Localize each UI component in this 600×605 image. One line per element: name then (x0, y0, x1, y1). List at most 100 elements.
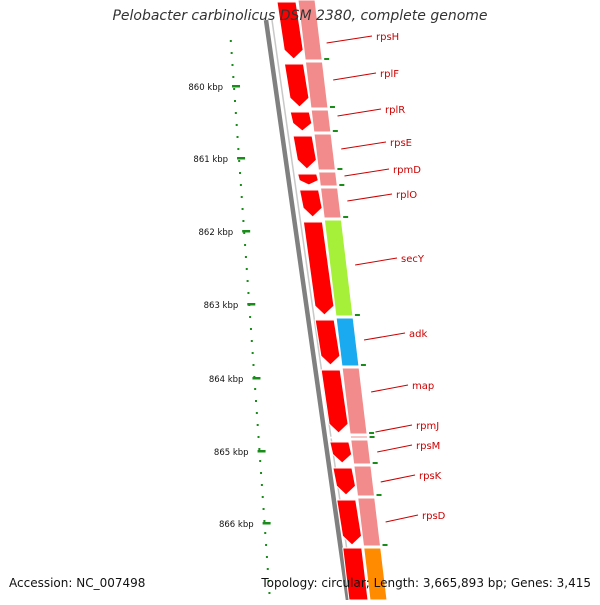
topology-text: Topology: circular; Length: 3,665,893 bp… (261, 576, 591, 590)
scale-minor-tick (250, 340, 253, 342)
gene-label: map (412, 381, 434, 392)
gene-boundary-tick (343, 216, 349, 218)
scale-minor-tick (251, 352, 254, 354)
gene-boundary-tick (339, 184, 345, 186)
scale-minor-tick (233, 88, 236, 90)
scale-minor-tick (258, 448, 261, 450)
gene-arrow (292, 135, 317, 170)
gene-label: rpsK (419, 471, 442, 482)
scale-major-tick (262, 522, 271, 525)
genome-title: Pelobacter carbinolicus DSM 2380, comple… (112, 8, 488, 24)
gene-boundary-tick (372, 462, 378, 464)
scale-minor-tick (236, 136, 239, 138)
scale-major-tick (257, 450, 266, 453)
gene-arrow (320, 369, 349, 434)
gene-arrow (298, 189, 323, 218)
gene-label: rpsH (376, 32, 399, 43)
scale-minor-tick (235, 124, 238, 126)
scale-minor-tick (256, 424, 259, 426)
scale-minor-tick (237, 148, 240, 150)
scale-minor-tick (245, 268, 248, 270)
gene-boundary-tick (354, 314, 360, 316)
scale-minor-tick (267, 580, 270, 582)
gene-boundary-tick (369, 436, 375, 438)
scale-minor-tick (255, 412, 258, 414)
gene-label: rplO (396, 190, 417, 201)
gene-label-connector (380, 474, 416, 483)
scale-minor-tick (239, 172, 242, 174)
gene-cds-block (350, 439, 372, 465)
gene-label-connector (347, 193, 393, 202)
scale-minor-tick (247, 292, 250, 294)
gene-label-connector (344, 168, 390, 177)
gene-boundary-tick (382, 544, 388, 546)
gene-arrow (296, 173, 319, 186)
gene-boundary-tick (360, 364, 366, 366)
scale-minor-tick (261, 496, 264, 498)
gene-label-connector (341, 141, 387, 150)
scale-minor-tick (249, 328, 252, 330)
tick-label: 861 kbp (193, 155, 228, 165)
gene-arrow (328, 436, 350, 439)
gene-arrow (336, 499, 363, 546)
tick-label: 863 kbp (204, 301, 239, 311)
scale-minor-tick (252, 364, 255, 366)
gene-label: rplF (380, 69, 399, 80)
accession-text: Accession: NC_007498 (9, 576, 146, 590)
gene-cds-block (319, 187, 342, 219)
gene-label-connector (333, 72, 377, 81)
gene-boundary-tick (324, 58, 330, 60)
scale-minor-tick (264, 532, 267, 534)
gene-cds-block (297, 0, 323, 61)
scale-minor-tick (234, 100, 236, 102)
gene-label: secY (401, 254, 425, 265)
gene-label-connector (326, 35, 373, 44)
gene-boundary-tick (329, 106, 335, 108)
gene-label-connector (377, 444, 413, 453)
scale-minor-tick (232, 76, 235, 78)
scale-minor-tick (260, 484, 263, 486)
scale-minor-tick (241, 208, 244, 210)
scale-minor-tick (266, 568, 269, 570)
scale-minor-tick (244, 244, 247, 246)
gene-labels: rpsH rplF rplR rpsE rpmD rplO secY adk map rpmJ rp… (324, 32, 446, 546)
scale-minor-tick (229, 40, 232, 42)
scale-minor-tick (238, 160, 241, 162)
tick-label: 860 kbp (188, 83, 223, 93)
gene-cds-block (349, 435, 369, 439)
gene-label: rpsM (416, 441, 440, 452)
gene-cds-block (335, 317, 360, 367)
scale-minor-tick (244, 256, 247, 258)
scale-major-tick (237, 157, 246, 160)
scale-minor-tick (246, 280, 249, 282)
gene-label-connector (363, 332, 406, 341)
gene-cds-block (318, 171, 338, 187)
tick-label: 862 kbp (199, 228, 234, 238)
scale-minor-tick (260, 472, 263, 474)
scale-major-tick (242, 230, 251, 233)
gene-cds-block (341, 367, 368, 435)
scale-minor-tick (255, 400, 257, 402)
gene-arrow (283, 63, 310, 108)
gene-cds-block (313, 133, 336, 171)
gene-label-connector (385, 514, 419, 523)
gene-label-connector (371, 384, 409, 393)
gene-label-connector (375, 424, 413, 433)
gene-arrow (302, 221, 335, 316)
backbone-line (263, 19, 351, 601)
scale-minor-tick (240, 196, 243, 198)
gene-arrow (332, 467, 357, 496)
scale-minor-tick (268, 592, 271, 594)
scale-minor-tick (239, 184, 242, 186)
scale-major-tick (247, 303, 256, 306)
gene-arrow (276, 1, 304, 60)
tick-label: 866 kbp (219, 520, 254, 530)
scale-minor-tick (242, 220, 245, 222)
scale-minor-tick (257, 436, 260, 438)
gene-label: rpsE (390, 138, 412, 149)
gene-label: rpsD (422, 511, 446, 522)
scale-minor-tick (265, 556, 268, 558)
gene-cds-block (357, 497, 382, 547)
